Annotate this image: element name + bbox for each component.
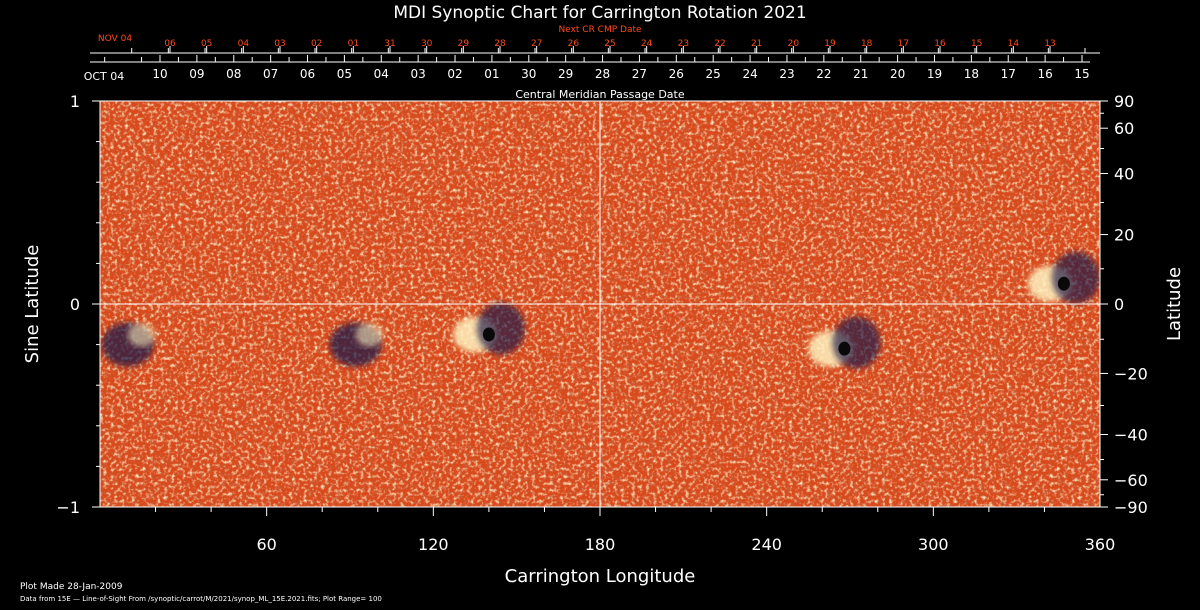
cmp-date-label: 29 (558, 67, 573, 81)
next-cr-date-label: 17 (898, 39, 909, 49)
next-cr-date-label: 01 (348, 39, 359, 49)
next-cr-date-label: 18 (861, 39, 873, 49)
data-source-note: Data from 15E — Line-of-Sight From /syno… (20, 595, 382, 603)
cmp-date-label: 08 (226, 67, 241, 81)
next-cr-date-label: 19 (824, 39, 836, 49)
cmp-date-label: 22 (816, 67, 831, 81)
cmp-date-label: 16 (1037, 67, 1052, 81)
x-tick-label: 180 (585, 535, 616, 554)
next-cr-date-label: 06 (164, 39, 176, 49)
sunspot-core (482, 327, 495, 342)
positive-region (127, 322, 156, 347)
y-axis-label-left: Sine Latitude (22, 245, 43, 364)
y-tick-label-right: −20 (1114, 364, 1148, 383)
cmp-date-label: 30 (521, 67, 536, 81)
y-tick-label-left: 1 (70, 92, 80, 111)
cmp-date-label: 02 (447, 67, 462, 81)
next-cr-date-label: 25 (604, 39, 615, 49)
next-cr-date-label: 02 (311, 39, 322, 49)
next-cr-date-label: 21 (751, 39, 762, 49)
cmp-date-label: 09 (189, 67, 204, 81)
cmp-date-label: 21 (853, 67, 868, 81)
next-cr-date-label: 24 (641, 39, 653, 49)
next-cr-date-label: 13 (1044, 39, 1055, 49)
y-tick-label-right: −60 (1114, 471, 1148, 490)
next-cr-date-label: 14 (1008, 39, 1020, 49)
next-cr-date-label: 16 (934, 39, 946, 49)
next-cr-date-label: 15 (971, 39, 982, 49)
x-tick-label: 300 (918, 535, 949, 554)
x-tick-label: 60 (256, 535, 276, 554)
next-cr-date-label: 27 (531, 39, 542, 49)
chart-title: MDI Synoptic Chart for Carrington Rotati… (393, 3, 806, 23)
y-axis-label-right: Latitude (1164, 267, 1185, 341)
cmp-date-label: 23 (779, 67, 794, 81)
y-tick-label-right: 0 (1114, 295, 1124, 314)
next-cr-date-label: 22 (714, 39, 725, 49)
y-tick-label-left: 0 (70, 295, 80, 314)
next-cr-date-label: 03 (274, 39, 285, 49)
cmp-date-label: 26 (669, 67, 684, 81)
y-tick-label-right: −40 (1114, 425, 1148, 444)
sunspot-core (838, 341, 851, 356)
y-tick-label-right: 90 (1114, 92, 1134, 111)
positive-region (355, 322, 384, 347)
top-axis-cmp: OCT 04 Central Meridian Passage Date 10 0… (84, 55, 1090, 101)
cmp-date-label: 15 (1074, 67, 1089, 81)
cmp-date-label: 28 (595, 67, 610, 81)
cmp-date-label: 03 (411, 67, 426, 81)
sunspot-core (1057, 276, 1070, 291)
next-cr-date-label: 04 (238, 39, 250, 49)
negative-region (832, 316, 881, 369)
next-cr-date-label: 05 (201, 39, 212, 49)
x-tick-label: 120 (418, 535, 449, 554)
y-tick-label-right: 20 (1114, 226, 1134, 245)
next-cr-start-label: NOV 04 (98, 34, 132, 44)
cmp-date-label: 24 (742, 67, 757, 81)
plot-made-note: Plot Made 28-Jan-2009 (20, 582, 123, 592)
cmp-date-label: 17 (1001, 67, 1016, 81)
cmp-date-label: 10 (152, 67, 167, 81)
y-tick-label-right: −90 (1114, 498, 1148, 517)
next-cr-date-label: 20 (788, 39, 800, 49)
negative-region (1051, 251, 1100, 304)
cmp-date-label: 05 (337, 67, 352, 81)
cmp-date-label: 01 (484, 67, 499, 81)
next-cr-date-label: 26 (568, 39, 580, 49)
y-tick-label-left: −1 (56, 498, 80, 517)
next-cr-date-label: 30 (421, 39, 433, 49)
cmp-date-label: 20 (890, 67, 905, 81)
x-tick-label: 360 (1085, 535, 1116, 554)
top-axis-next-cr: Next CR CMP Date NOV 04 06 05 04 03 02 01 31 30… (90, 25, 1100, 54)
cmp-date-label: 19 (927, 67, 942, 81)
cmp-date-label: 06 (300, 67, 315, 81)
cmp-date-label: 27 (632, 67, 647, 81)
y-tick-label-right: 60 (1114, 119, 1134, 138)
next-cr-date-label: 29 (458, 39, 470, 49)
cmp-date-label: 07 (263, 67, 278, 81)
next-cr-date-label: 23 (678, 39, 689, 49)
cmp-date-label: 25 (706, 67, 721, 81)
cmp-start-label: OCT 04 (84, 70, 125, 83)
next-cr-axis-label: Next CR CMP Date (558, 25, 642, 35)
y-tick-label-right: 40 (1114, 165, 1134, 184)
cmp-date-label: 18 (964, 67, 979, 81)
cmp-date-label: 04 (374, 67, 389, 81)
x-axis-label: Carrington Longitude (505, 566, 696, 587)
x-tick-label: 240 (751, 535, 782, 554)
next-cr-date-label: 31 (384, 39, 395, 49)
negative-region (476, 302, 525, 355)
cmp-axis-label: Central Meridian Passage Date (515, 88, 684, 101)
next-cr-date-label: 28 (494, 39, 506, 49)
